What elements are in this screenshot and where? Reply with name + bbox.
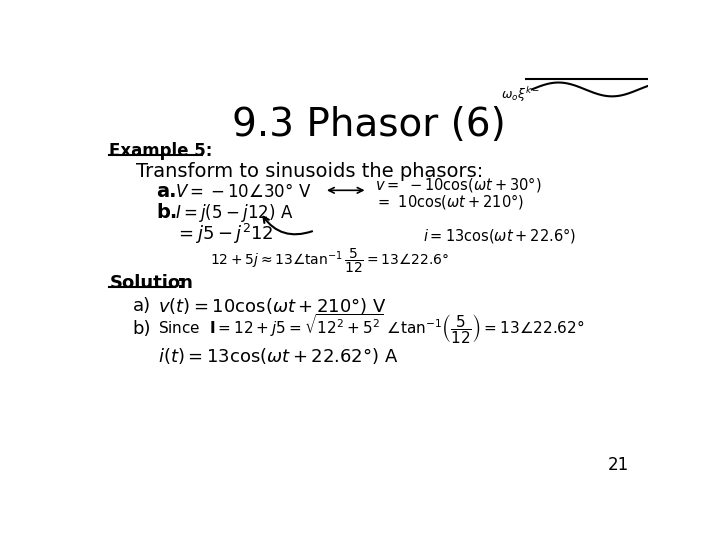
- Text: $v = \ -10\cos(\omega t + 30°)$: $v = \ -10\cos(\omega t + 30°)$: [375, 176, 541, 194]
- Text: Solution: Solution: [109, 274, 193, 292]
- Text: a.: a.: [156, 183, 176, 201]
- Text: $v(t) = 10\cos(\omega t + 210°)\ \mathrm{V}$: $v(t) = 10\cos(\omega t + 210°)\ \mathrm…: [158, 296, 387, 316]
- Text: Transform to sinusoids the phasors:: Transform to sinusoids the phasors:: [137, 161, 484, 180]
- Text: $i = 13\cos(\omega t + 22.6°)$: $i = 13\cos(\omega t + 22.6°)$: [423, 226, 577, 245]
- Text: a): a): [132, 297, 150, 315]
- Text: $I = j(5 - j12)\ \mathrm{A}$: $I = j(5 - j12)\ \mathrm{A}$: [175, 201, 294, 224]
- Text: b): b): [132, 320, 151, 338]
- Text: $= \ 10\cos(\omega t + 210°)$: $= \ 10\cos(\omega t + 210°)$: [375, 192, 524, 211]
- Text: 21: 21: [608, 456, 629, 474]
- Text: $= j5 - j^2 12$: $= j5 - j^2 12$: [175, 222, 274, 246]
- Text: b.: b.: [156, 203, 177, 222]
- Text: :: :: [177, 274, 184, 292]
- Text: $i(t) = 13\cos(\omega t + 22.62°)\ \mathrm{A}$: $i(t) = 13\cos(\omega t + 22.62°)\ \math…: [158, 346, 398, 366]
- Text: Example 5:: Example 5:: [109, 142, 212, 160]
- Text: 9.3 Phasor (6): 9.3 Phasor (6): [232, 106, 506, 144]
- Text: Since  $\mathbf{I} = 12 + j5 = \sqrt{12^2 + 5^2}\ \angle\tan^{-1}\!\left(\dfrac{: Since $\mathbf{I} = 12 + j5 = \sqrt{12^2…: [158, 312, 585, 346]
- Text: $\omega_o \xi^{k-}$: $\omega_o \xi^{k-}$: [500, 85, 540, 104]
- Text: $V = -10\angle 30°\ \mathrm{V}$: $V = -10\angle 30°\ \mathrm{V}$: [175, 183, 312, 201]
- Text: $12 + 5j \approx 13\angle\tan^{-1}\dfrac{5}{12} = 13\angle 22.6°$: $12 + 5j \approx 13\angle\tan^{-1}\dfrac…: [210, 247, 449, 275]
